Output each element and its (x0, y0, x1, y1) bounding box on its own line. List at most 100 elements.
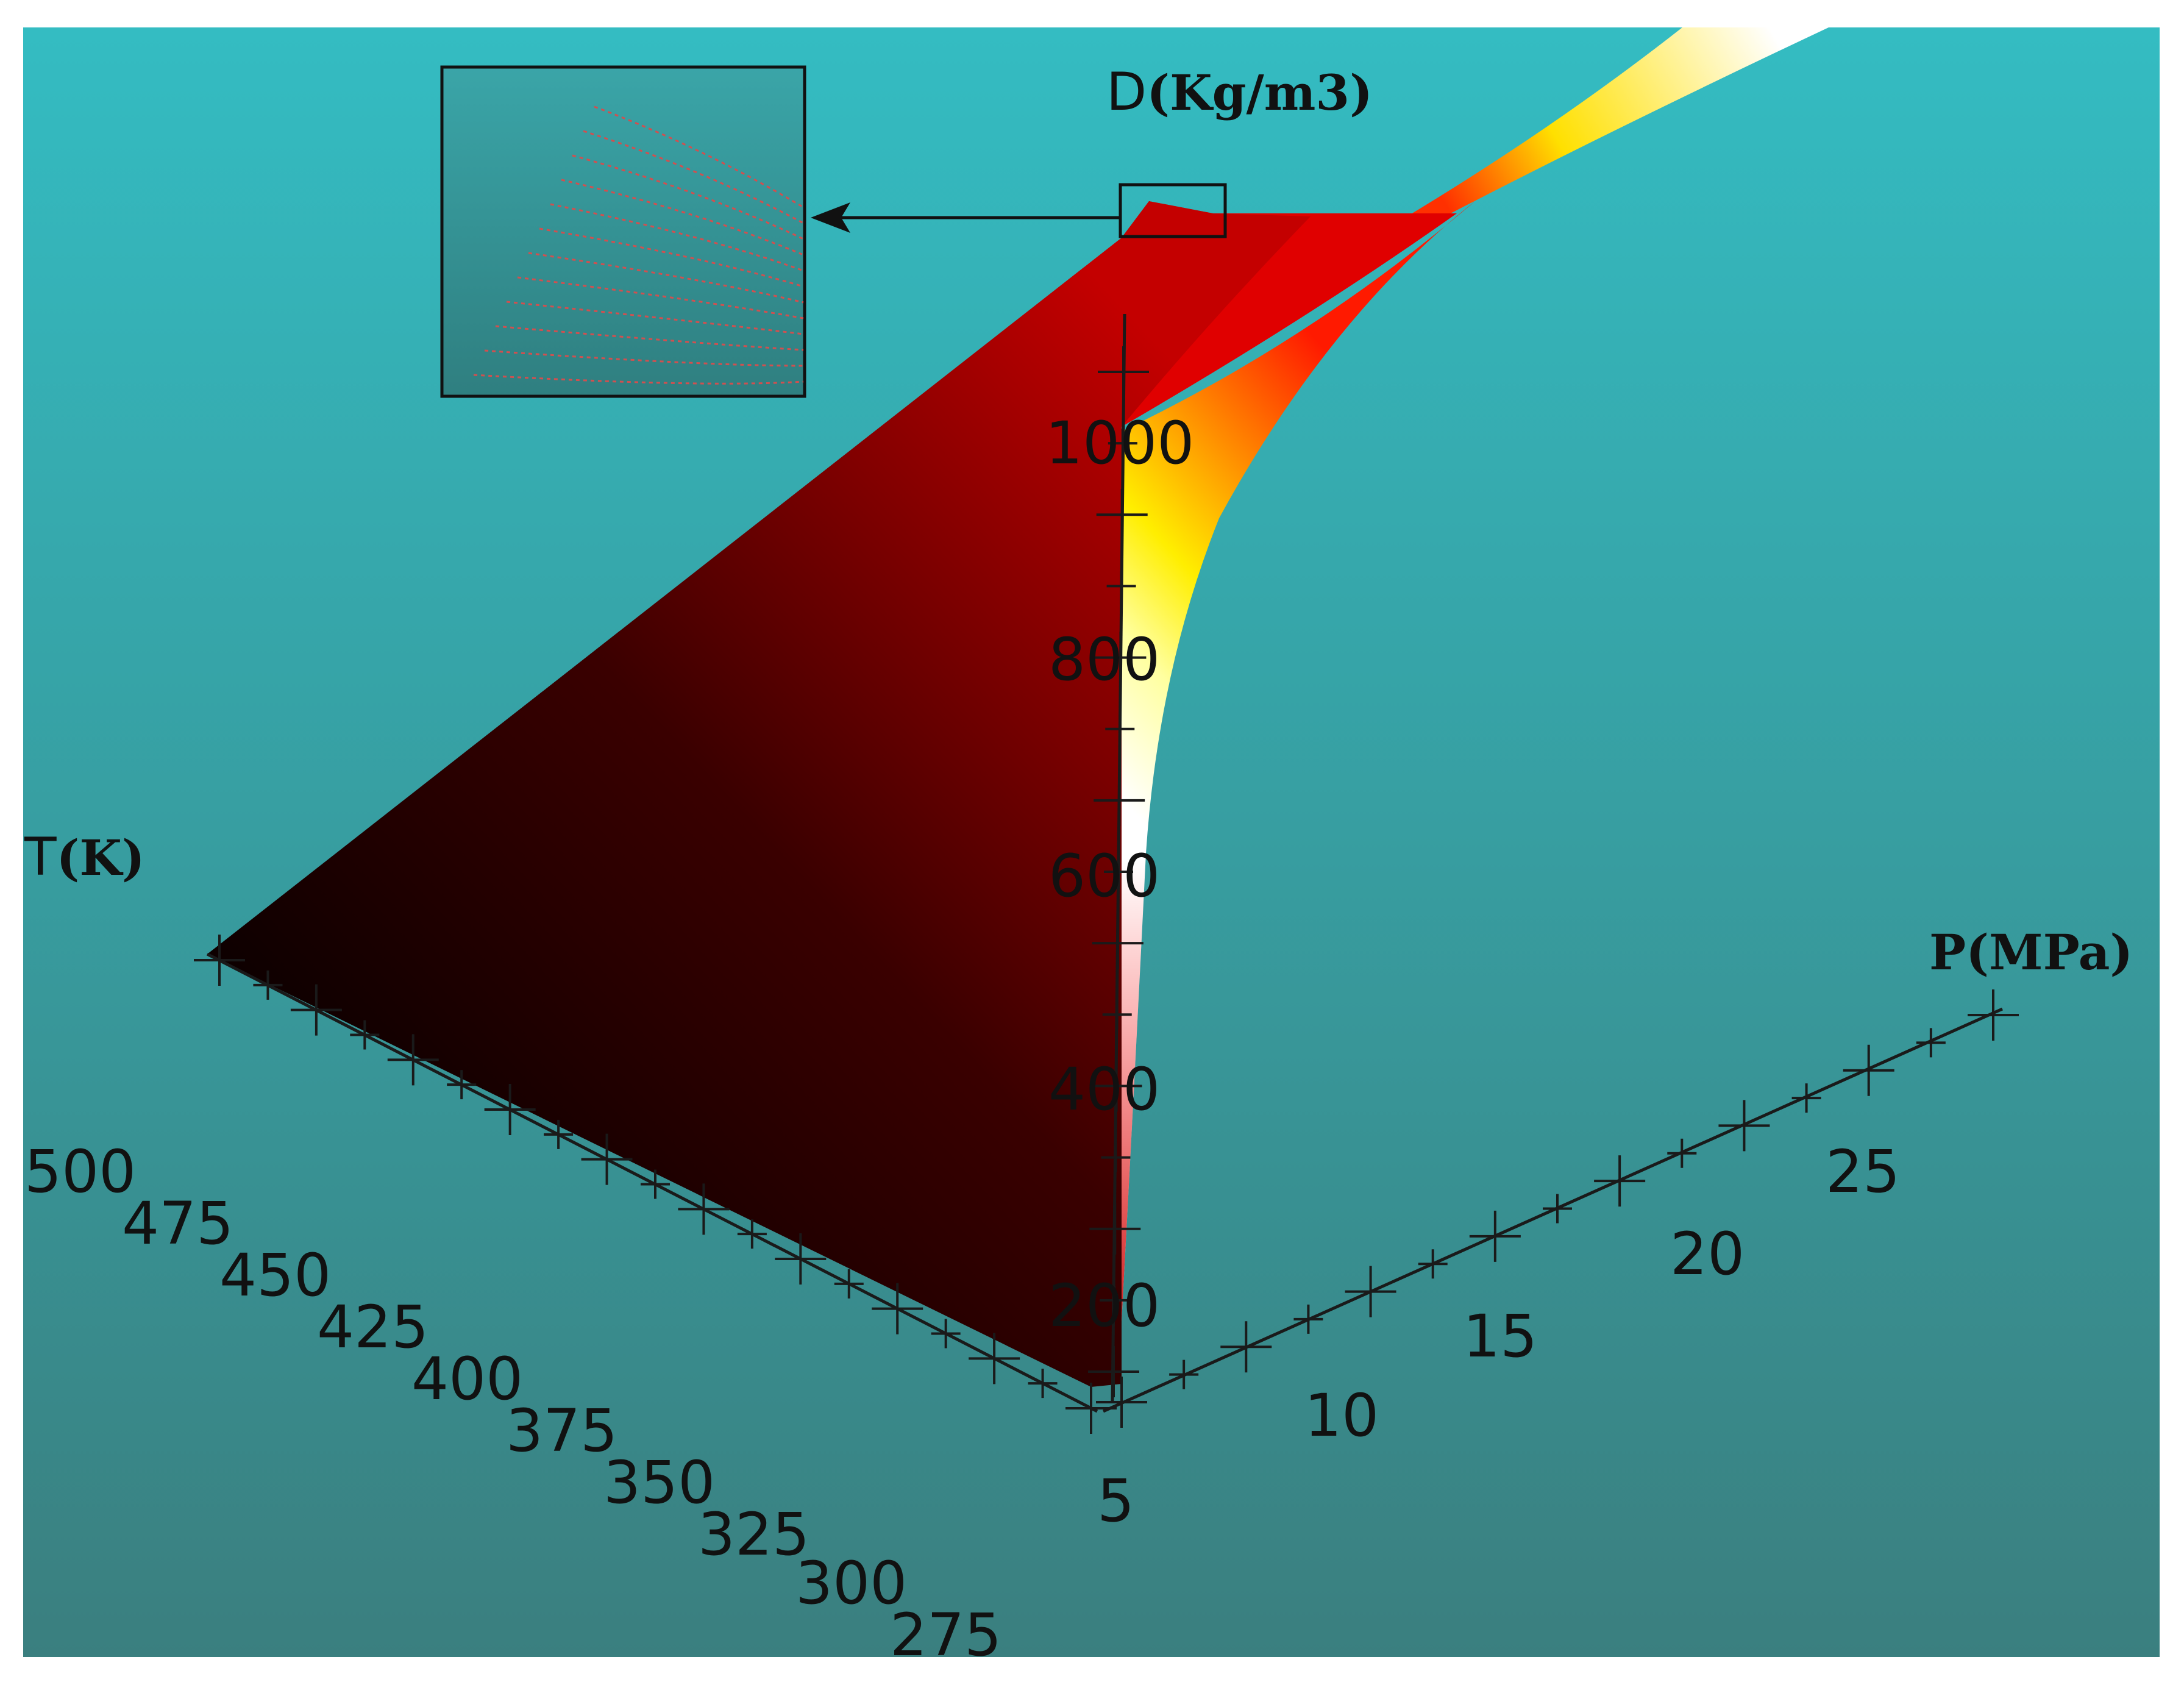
t-axis-ticks (194, 935, 1117, 1434)
inset-mesh-line (583, 130, 804, 224)
p-axis-tick (1791, 1083, 1821, 1113)
inset-mesh-line (550, 203, 804, 272)
d-axis-tick (1089, 1203, 1141, 1255)
t-tick-label: 350 (603, 1449, 715, 1517)
t-axis-tick (1028, 1369, 1058, 1399)
t-axis-title-unit: (K) (57, 829, 145, 886)
t-tick-label: 325 (698, 1500, 809, 1569)
inset-mesh-line (572, 154, 804, 240)
t-axis-line (206, 952, 1098, 1413)
d-tick-label: 600 (1048, 842, 1160, 910)
surface-side-shade (1119, 201, 1475, 1378)
p-axis-tick (1594, 1155, 1646, 1207)
d-axis-title-unit: (Kg/m3) (1147, 64, 1373, 121)
inset-mesh-line (495, 325, 804, 351)
p-axis-tick (1843, 1044, 1894, 1096)
d-axis-tick (1101, 1142, 1131, 1172)
p-axis-tick (1418, 1249, 1448, 1279)
d-axis-title: D(Kg/m3) (1106, 62, 1373, 123)
d-tick-label: 800 (1048, 625, 1160, 694)
t-tick-label: 375 (506, 1397, 617, 1465)
p-axis-tick (1543, 1194, 1572, 1224)
p-tick-label: 10 (1304, 1381, 1379, 1450)
p-axis-tick (1169, 1359, 1199, 1389)
t-axis-tick (484, 1084, 536, 1135)
d-tick-label: 400 (1048, 1055, 1160, 1124)
t-axis-tick (641, 1169, 670, 1199)
inset-mesh-line (517, 276, 804, 319)
zoom-inset (440, 65, 1227, 398)
t-axis-tick (969, 1333, 1020, 1384)
inset-frame (440, 65, 806, 398)
p-axis-tick (1096, 1377, 1147, 1428)
t-axis-title-prefix: T (24, 827, 57, 888)
t-tick-label: 450 (219, 1241, 331, 1310)
inset-mesh-line (528, 252, 804, 304)
inset-mesh-line (561, 179, 804, 256)
d-axis-tick (1108, 429, 1137, 458)
t-axis-tick (544, 1119, 574, 1149)
d-axis-tick (1090, 1060, 1142, 1112)
d-axis-tick (1092, 918, 1144, 969)
p-tick-label: 20 (1670, 1220, 1745, 1288)
d-tick-labels: 200 400 600 800 1000 (1045, 409, 1194, 1340)
d-axis-tick (1088, 1346, 1139, 1397)
inset-mesh-line (473, 374, 804, 385)
inset-mesh-line (594, 105, 804, 208)
p-axis-line (1102, 1007, 2004, 1413)
p-axis-tick (1916, 1028, 1946, 1058)
t-tick-labels: 500 475 450 425 400 375 350 325 300 275 (24, 1138, 1001, 1669)
p-tick-label: 15 (1463, 1302, 1537, 1370)
d-axis-tick (1102, 1000, 1132, 1030)
p-axis-ticks (1096, 989, 2019, 1428)
p-tick-label: 25 (1826, 1138, 1900, 1206)
t-tick-label: 275 (890, 1601, 1001, 1669)
t-tick-label: 425 (317, 1293, 429, 1361)
p-axis-tick (1345, 1266, 1396, 1317)
t-axis-tick (447, 1070, 477, 1100)
d-axis-tick (1095, 632, 1147, 683)
d-tick-label: 1000 (1045, 409, 1194, 477)
inset-mesh-line (506, 301, 804, 335)
t-axis-tick (775, 1233, 827, 1285)
p-axis-tick (1293, 1304, 1323, 1334)
p-tick-label: 5 (1097, 1467, 1134, 1535)
p-axis-tick (1968, 989, 2019, 1041)
inset-grid-lines (473, 105, 804, 385)
d-axis-tick (1104, 857, 1133, 886)
t-axis-tick (350, 1020, 380, 1050)
t-tick-label: 500 (24, 1138, 136, 1206)
t-axis-title: T(K) (24, 827, 145, 888)
surface-front-face (207, 201, 1311, 1387)
t-axis-tick (253, 970, 283, 1000)
p-tick-labels: 5 10 15 20 25 (1097, 1138, 1900, 1535)
d-axis-tick (1096, 489, 1148, 541)
d-axis-tick (1105, 714, 1135, 744)
t-axis-tick (872, 1283, 923, 1335)
p-axis-title: P(MPa) (1929, 924, 2133, 981)
p-axis-tick (1469, 1210, 1521, 1262)
inset-mesh-line (539, 227, 804, 288)
density-surface (207, 27, 1829, 1387)
t-axis-tick (194, 935, 245, 986)
t-axis-tick (290, 984, 342, 1036)
d-axis-tick (1100, 1285, 1129, 1315)
t-axis-tick (581, 1133, 633, 1185)
t-axis-tick (678, 1183, 730, 1235)
d-tick-label: 200 (1048, 1272, 1160, 1340)
d-axis-title-prefix: D (1106, 62, 1147, 123)
t-tick-label: 300 (795, 1549, 907, 1617)
p-axis-tick (1220, 1321, 1272, 1373)
zoom-arrow-head (811, 202, 850, 233)
d-axis-tick (1094, 774, 1145, 826)
surface-top-strip (1402, 27, 1829, 219)
inset-mesh-line (484, 349, 804, 367)
zoom-region-box (1119, 183, 1227, 238)
t-axis-tick (834, 1269, 864, 1299)
t-tick-label: 475 (122, 1189, 233, 1258)
t-axis-tick (1065, 1383, 1117, 1434)
p-axis-tick (1718, 1100, 1770, 1152)
t-axis-tick (737, 1219, 767, 1249)
d-axis-tick (1098, 346, 1149, 397)
